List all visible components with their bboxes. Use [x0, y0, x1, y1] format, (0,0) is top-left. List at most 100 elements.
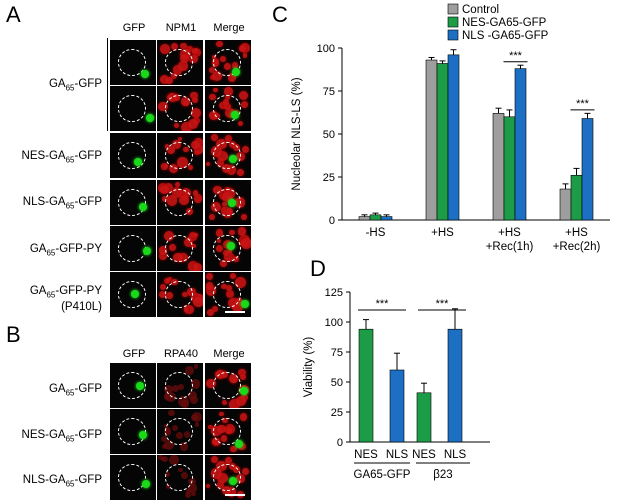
cell-outline [213, 418, 241, 445]
micrograph-tile [110, 86, 156, 131]
bar [389, 369, 405, 443]
nucleolus-blob [229, 230, 235, 236]
y-tick-label: 125 [325, 287, 343, 299]
nucleolus-blob [190, 232, 196, 239]
micrograph-tile [110, 133, 156, 178]
nucleolus-blob [208, 66, 215, 73]
nucleolus-blob [165, 392, 170, 397]
nucleolus-blob [210, 133, 218, 141]
nucleolus-blob [225, 456, 233, 464]
x-tick-label: NLS [444, 449, 467, 461]
col-header-merge-b: Merge [213, 348, 245, 360]
cell-outline [118, 49, 146, 76]
nucleolus-blob [179, 442, 189, 451]
micrograph-tile [205, 272, 251, 317]
col-header-merge: Merge [213, 22, 245, 34]
nucleolus-blob [191, 491, 196, 496]
nucleolus-blob [190, 91, 198, 99]
micrograph-tile [110, 409, 156, 454]
nucleolus-blob [193, 262, 203, 271]
nucleolus-blob [185, 208, 194, 216]
nucleolus-blob [187, 118, 198, 129]
nucleolus-blob [159, 75, 169, 85]
x-tick-label: +Rec(2h) [553, 241, 601, 253]
nucleolus-blob [170, 42, 178, 50]
nucleolus-blob [187, 483, 198, 493]
nucleolus-blob [224, 87, 234, 97]
gfp-aggregate [229, 476, 238, 485]
col-header-gfp: GFP [122, 22, 146, 34]
significance-label: *** [376, 298, 390, 310]
nucleolus-blob [168, 410, 175, 417]
nucleolus-blob [206, 273, 214, 281]
gfp-aggregate [234, 439, 243, 448]
nucleolus-blob [168, 163, 179, 174]
panel-letter-c: C [272, 2, 288, 27]
micrograph-tile [157, 40, 203, 85]
panel-letter-b: B [6, 322, 21, 347]
nucleolus-blob [189, 478, 197, 486]
nucleolus-blob [207, 308, 215, 317]
bar [559, 188, 572, 221]
bar [503, 116, 516, 221]
bar [358, 216, 371, 221]
nucleolus-blob [164, 439, 175, 450]
y-tick-label: 25 [331, 407, 343, 419]
nucleolus-blob [210, 455, 218, 463]
nucleolus-blob [205, 484, 211, 489]
nucleolus-blob [160, 284, 167, 291]
y-tick-label: 75 [323, 86, 335, 98]
col-header-npm1: NPM1 [165, 22, 197, 34]
nucleolus-blob [157, 101, 168, 112]
cell-outline [165, 189, 193, 216]
nucleolus-blob [192, 96, 199, 103]
nucleolus-blob [205, 282, 214, 291]
micrograph-tile [110, 180, 156, 225]
bar [514, 68, 527, 221]
nucleolus-blob [164, 163, 169, 168]
gfp-aggregate [143, 246, 152, 255]
nucleolus-blob [209, 93, 216, 101]
micrograph-tile [205, 226, 251, 271]
x-tick-label: +HS [565, 227, 588, 239]
bar [447, 54, 460, 221]
nucleolus-blob [232, 301, 243, 312]
cell-outline [118, 281, 146, 308]
nucleolus-blob [228, 398, 240, 408]
nucleolus-blob [222, 399, 228, 405]
cell-outline [213, 189, 241, 216]
nucleolus-blob [174, 122, 180, 128]
cell-outline [165, 418, 193, 445]
nucleolus-blob [242, 53, 248, 58]
nucleolus-blob [163, 230, 175, 242]
cell-outline [118, 142, 146, 169]
significance-label: *** [509, 50, 523, 62]
x-tick-label: +HS [498, 227, 521, 239]
micrograph-tile [157, 133, 203, 178]
cell-outline [213, 235, 241, 262]
nucleolus-blob [234, 277, 246, 289]
scale-bar [225, 494, 245, 496]
micrograph-tile [157, 226, 203, 271]
row-label-nls-ga65-gfp: NLS-GA65-GFP [22, 196, 102, 211]
gfp-aggregate [241, 300, 250, 309]
nucleolus-blob [190, 396, 198, 404]
micrograph-tile [110, 40, 156, 85]
micrograph-tile [157, 409, 203, 454]
nucleolus-blob [238, 90, 249, 101]
nucleolus-blob [205, 378, 216, 389]
gfp-aggregate [145, 113, 154, 122]
cell-outline [213, 142, 241, 169]
significance-label: *** [436, 298, 450, 310]
nucleolus-blob [212, 87, 218, 93]
row-label-b-nls-ga65-gfp: NLS-GA65-GFP [22, 474, 102, 489]
nucleolus-blob [191, 243, 197, 249]
nucleolus-blob [165, 76, 173, 85]
nucleolus-blob [192, 190, 199, 197]
micrograph-tile [205, 363, 251, 408]
x-tick-label: NLS [386, 449, 409, 461]
nucleolus-blob [225, 134, 233, 142]
micrograph-tile [157, 86, 203, 131]
micrograph-tile [157, 455, 203, 500]
